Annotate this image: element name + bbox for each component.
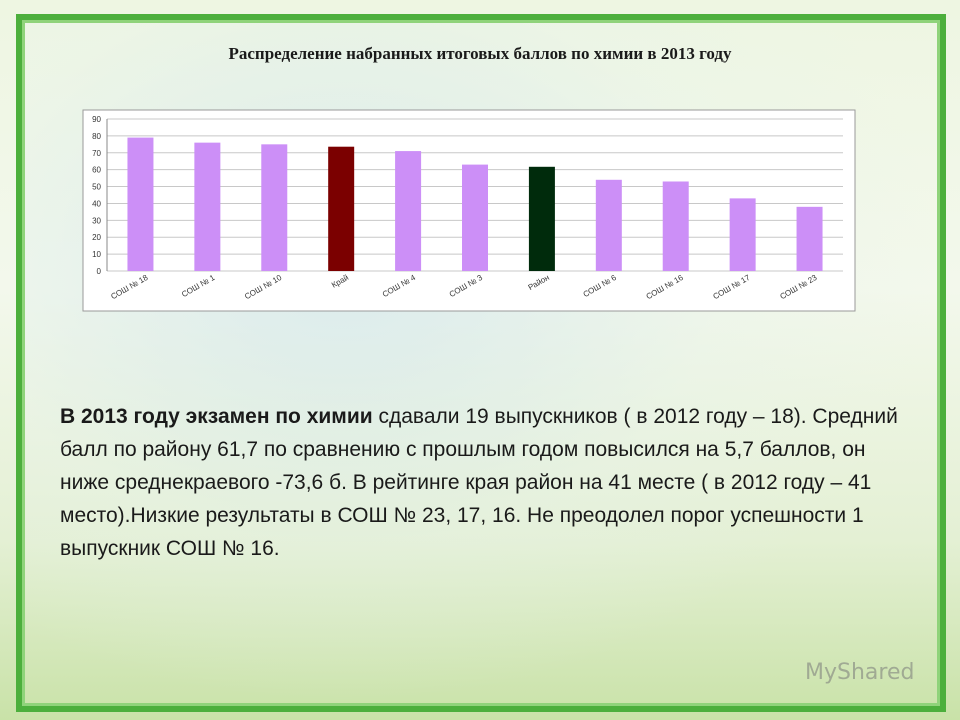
y-tick-label: 30 bbox=[92, 216, 101, 225]
paragraph: В 2013 году экзамен по химии сдавали 19 … bbox=[60, 400, 900, 565]
paragraph-segment: сдавали 19 выпускников ( в 2012 году – 1… bbox=[60, 405, 898, 560]
y-tick-label: 40 bbox=[92, 199, 101, 208]
y-tick-label: 60 bbox=[92, 166, 101, 175]
paragraph-segment: В 2013 году экзамен по химии bbox=[60, 405, 373, 428]
bar bbox=[395, 151, 422, 271]
bar bbox=[194, 142, 221, 271]
y-tick-label: 90 bbox=[92, 115, 101, 124]
y-tick-label: 20 bbox=[92, 233, 101, 242]
y-tick-label: 10 bbox=[92, 250, 101, 259]
bar bbox=[662, 181, 689, 271]
y-tick-label: 80 bbox=[92, 132, 101, 141]
slide-title: Распределение набранных итоговых баллов … bbox=[228, 44, 732, 63]
y-tick-label: 50 bbox=[92, 183, 101, 192]
bar bbox=[462, 164, 488, 271]
y-tick-label: 0 bbox=[97, 267, 102, 276]
bar bbox=[127, 137, 154, 271]
bar bbox=[729, 198, 756, 271]
bar bbox=[796, 206, 823, 271]
bar bbox=[328, 146, 355, 271]
watermark: MyShared bbox=[805, 660, 915, 685]
y-tick-label: 70 bbox=[92, 149, 101, 158]
bar bbox=[261, 144, 288, 271]
bar bbox=[528, 166, 555, 271]
bar bbox=[595, 179, 622, 271]
